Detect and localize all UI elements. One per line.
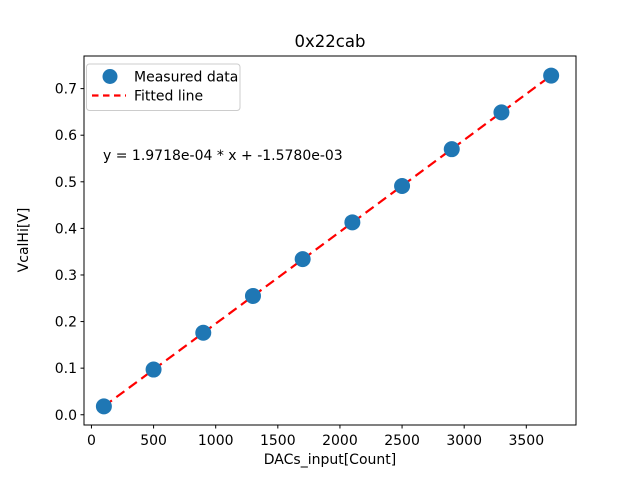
x-tick-label: 1500 bbox=[260, 433, 296, 449]
data-point bbox=[344, 214, 361, 231]
x-tick-label: 1000 bbox=[198, 433, 234, 449]
legend: Measured data Fitted line bbox=[86, 63, 241, 111]
x-axis-label: DACs_input[Count] bbox=[264, 452, 396, 468]
x-tick-label: 500 bbox=[140, 433, 167, 449]
fitted-line bbox=[103, 74, 552, 408]
legend-entry-measured-data: Measured data bbox=[134, 70, 238, 86]
x-tick-label: 3000 bbox=[446, 433, 482, 449]
y-tick-label: 0.2 bbox=[55, 315, 77, 331]
y-tick-label: 0.6 bbox=[55, 128, 77, 144]
y-tick-label: 0.1 bbox=[55, 361, 77, 377]
legend-entry-fitted-line: Fitted line bbox=[134, 89, 203, 105]
plot-area bbox=[83, 55, 577, 426]
x-tick-label: 0 bbox=[87, 433, 96, 449]
chart-title: 0x22cab bbox=[295, 32, 366, 51]
legend-measured-marker-icon bbox=[102, 69, 118, 84]
data-point bbox=[195, 324, 212, 341]
y-tick-label: 0.3 bbox=[55, 268, 77, 284]
x-tick-label: 2000 bbox=[322, 433, 358, 449]
data-point bbox=[543, 67, 560, 84]
data-point bbox=[443, 141, 460, 158]
measured-data-points bbox=[95, 67, 560, 415]
data-point bbox=[394, 177, 411, 194]
y-axis-label: VcalHi[V] bbox=[16, 208, 32, 273]
x-tick-label: 3500 bbox=[508, 433, 544, 449]
y-axis-ticks: 0.0 0.1 0.2 0.3 0.4 0.5 0.6 0.7 bbox=[55, 82, 84, 424]
data-point bbox=[244, 287, 261, 304]
fit-equation-annotation: y = 1.9718e-04 * x + -1.5780e-03 bbox=[103, 148, 343, 164]
y-tick-label: 0.4 bbox=[55, 221, 77, 237]
data-point bbox=[294, 251, 311, 268]
y-tick-label: 0.0 bbox=[55, 408, 77, 424]
data-point bbox=[493, 104, 510, 121]
legend-box bbox=[86, 63, 241, 111]
x-tick-label: 2500 bbox=[384, 433, 420, 449]
y-tick-label: 0.5 bbox=[55, 175, 77, 191]
y-tick-label: 0.7 bbox=[55, 82, 77, 98]
data-point bbox=[145, 361, 162, 378]
x-axis-ticks: 0 500 1000 1500 2000 2500 3000 3500 bbox=[87, 425, 544, 449]
data-point bbox=[95, 398, 112, 415]
fitted-line-path bbox=[103, 74, 552, 408]
